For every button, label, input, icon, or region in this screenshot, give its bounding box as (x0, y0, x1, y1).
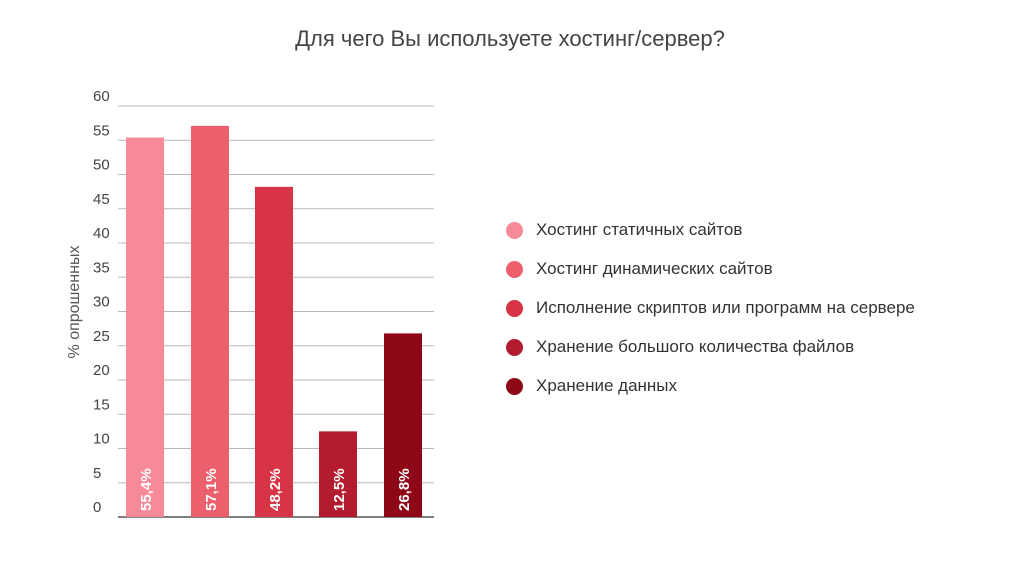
chart-legend: Хостинг статичных сайтов Хостинг динамиче… (506, 218, 915, 413)
legend-swatch (506, 299, 523, 317)
bar-data-label: 26,8% (396, 468, 413, 511)
y-tick-label: 25 (93, 328, 110, 345)
y-tick-label: 20 (93, 362, 110, 379)
legend-label: Исполнение скриптов или программ на серв… (536, 298, 915, 317)
legend-label: Хранение большого количества файлов (536, 337, 855, 356)
legend-label: Хостинг статичных сайтов (536, 220, 743, 239)
legend-swatch (506, 260, 523, 278)
legend-item: Хранение большого количества файлов (506, 335, 915, 359)
bar-data-label: 55,4% (138, 468, 155, 511)
bar (384, 333, 422, 517)
y-tick-label: 0 (93, 499, 101, 516)
y-tick-label: 40 (93, 225, 110, 242)
legend-item: Хранение данных (506, 374, 915, 398)
y-tick-label: 55 (93, 122, 110, 139)
legend-item: Исполнение скриптов или программ на серв… (506, 296, 915, 320)
legend-label: Хостинг динамических сайтов (536, 259, 773, 278)
y-tick-label: 30 (93, 294, 110, 311)
bar (126, 137, 164, 517)
y-tick-label: 45 (93, 191, 110, 208)
chart-title: Для чего Вы используете хостинг/сервер? (295, 26, 725, 51)
bar (191, 125, 229, 518)
y-tick-label: 35 (93, 259, 110, 276)
y-tick-label: 5 (93, 465, 101, 482)
bar-data-label: 48,2% (267, 468, 284, 511)
y-tick-label: 15 (93, 396, 110, 413)
legend-swatch (506, 221, 523, 239)
bar (255, 186, 293, 517)
bar-data-label: 57,1% (203, 468, 220, 511)
legend-label: Хранение данных (536, 376, 678, 395)
legend-swatch (506, 338, 523, 356)
legend-swatch (506, 377, 523, 395)
y-axis-label: % опрошенных (66, 246, 83, 359)
y-tick-label: 50 (93, 157, 110, 174)
bar-data-label: 12,5% (331, 468, 348, 511)
y-tick-label: 60 (93, 88, 110, 105)
legend-item: Хостинг статичных сайтов (506, 218, 915, 242)
legend-item: Хостинг динамических сайтов (506, 257, 915, 281)
bar (319, 431, 357, 517)
y-tick-label: 10 (93, 431, 110, 448)
